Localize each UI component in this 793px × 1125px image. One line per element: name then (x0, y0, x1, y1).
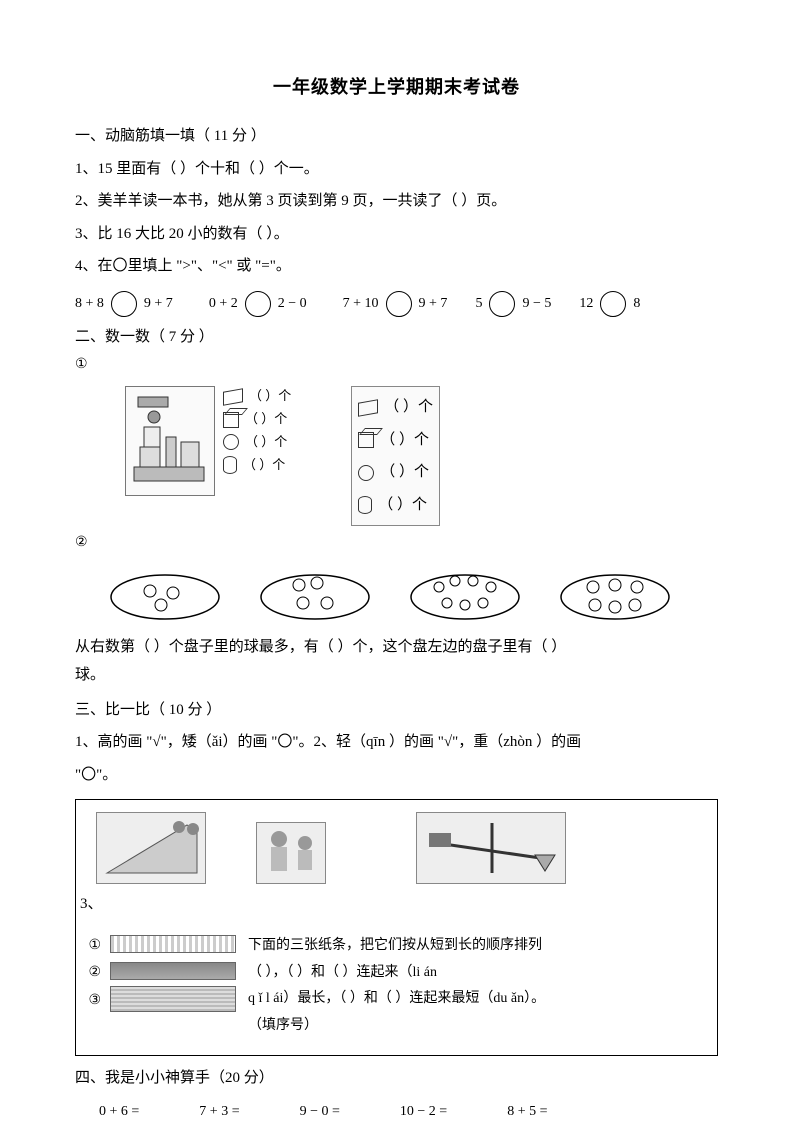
strips-text-2: （ ），（ ）和（ ）连起来（li án (248, 960, 707, 987)
section3-header: 三、比一比（ 10 分 ） (75, 696, 718, 725)
page-title: 一年级数学上学期期末考试卷 (75, 70, 718, 104)
expr-a1: 8 + 8 (75, 291, 104, 318)
count-blank[interactable]: （ ）个 (384, 393, 433, 422)
count-blank[interactable]: （ ）个 (245, 432, 287, 453)
s2-mark2: ② (75, 530, 718, 557)
s2-q2-text2: 球。 (75, 661, 718, 690)
s2-mark1: ① (75, 352, 718, 379)
blank-circle[interactable] (489, 291, 515, 317)
section4-header: 四、我是小小神算手（20 分） (75, 1064, 718, 1093)
strips-text-3: q ǐ l ái）最长，（ ）和（ ）连起来最短（du ǎn）。 (248, 986, 707, 1013)
cuboid-icon (358, 399, 378, 417)
s1-expression-row: 8 + 8 9 + 7 0 + 2 2 − 0 7 + 10 9 + 7 5 9… (75, 291, 718, 318)
plate-3 (405, 563, 525, 623)
expr-d1: 5 (475, 291, 482, 318)
expr-c1: 7 + 10 (343, 291, 379, 318)
compare-image-slide (96, 812, 206, 884)
compare-image-kids (256, 822, 326, 884)
cuboid-icon (223, 388, 243, 406)
calc-5: 8 + 5 = (507, 1099, 547, 1125)
calc-1: 0 + 6 = (99, 1099, 139, 1125)
expr-c2: 9 + 7 (419, 291, 448, 318)
cube-icon (358, 432, 374, 448)
shapes-figure-2: （ ）个 （ ）个 （ ）个 （ ）个 (351, 386, 440, 526)
strip-label-3: ③ (86, 988, 104, 1015)
sphere-icon (358, 465, 374, 481)
count-blank[interactable]: （ ）个 (380, 458, 429, 487)
s1-q2: 2、美羊羊读一本书，她从第 3 页读到第 9 页，一共读了（ ）页。 (75, 187, 718, 216)
s1-q4: 4、在〇里填上 ">"、"<" 或 "="。 (75, 252, 718, 281)
plate-4 (555, 563, 675, 623)
count-blank[interactable]: （ ）个 (245, 409, 287, 430)
s1-q3: 3、比 16 大比 20 小的数有（ ）。 (75, 220, 718, 249)
cylinder-icon (223, 456, 237, 474)
compare-box: 3、 ① ② ③ 下面的三张纸条，把它们按从短到长的顺序排列 （ ），（ ）和（… (75, 799, 718, 1056)
count-blank[interactable]: （ ）个 (249, 386, 291, 407)
count-blank[interactable]: （ ）个 (243, 455, 285, 476)
strips-text-1: 下面的三张纸条，把它们按从短到长的顺序排列 (248, 933, 707, 960)
s3-q1b: "〇"。 (75, 761, 718, 790)
calc-row: 0 + 6 = 7 + 3 = 9 − 0 = 10 − 2 = 8 + 5 = (75, 1099, 718, 1125)
shapes-illustration-row: （ ）个 （ ）个 （ ）个 （ ）个 （ ）个 （ ）个 （ ）个 （ ）个 (125, 386, 718, 526)
plate-2 (255, 563, 375, 623)
section1-header: 一、动脑筋填一填（ 11 分 ） (75, 122, 718, 151)
compare-image-balance (416, 812, 566, 884)
blank-circle[interactable] (386, 291, 412, 317)
expr-a2: 9 + 7 (144, 291, 173, 318)
calc-2: 7 + 3 = (199, 1099, 239, 1125)
blank-circle[interactable] (111, 291, 137, 317)
strips-text-4: （填序号） (248, 1013, 707, 1040)
cylinder-icon (358, 496, 372, 514)
blank-circle[interactable] (245, 291, 271, 317)
s3-q1: 1、高的画 "√"，矮（ǎi）的画 "〇"。2、轻（qīn ）的画 "√"，重（… (75, 728, 718, 757)
strips-illustration: ① ② ③ (86, 933, 236, 1016)
expr-b2: 2 − 0 (278, 291, 307, 318)
section2-header: 二、数一数（ 7 分 ） (75, 323, 718, 352)
count-blank[interactable]: （ ）个 (378, 491, 427, 520)
calc-3: 9 − 0 = (300, 1099, 340, 1125)
shapes-figure-1 (125, 386, 215, 496)
plate-1 (105, 563, 225, 623)
cube-icon (223, 412, 239, 428)
calc-4: 10 − 2 = (400, 1099, 447, 1125)
strip-label-2: ② (86, 960, 104, 987)
sphere-icon (223, 434, 239, 450)
strip-label-1: ① (86, 933, 104, 960)
strips-text: 下面的三张纸条，把它们按从短到长的顺序排列 （ ），（ ）和（ ）连起来（li … (248, 933, 707, 1039)
expr-b1: 0 + 2 (209, 291, 238, 318)
s3-mark3: 3、 (80, 896, 103, 912)
s1-q1: 1、15 里面有（ ）个十和（ ）个一。 (75, 155, 718, 184)
expr-d2: 9 − 5 (522, 291, 551, 318)
expr-e1: 12 (579, 291, 593, 318)
plates-row (105, 563, 718, 623)
blank-circle[interactable] (600, 291, 626, 317)
expr-e2: 8 (633, 291, 640, 318)
count-blank[interactable]: （ ）个 (380, 426, 429, 455)
s2-q2-text1: 从右数第（ ）个盘子里的球最多，有（ ）个，这个盘左边的盘子里有（ ） (75, 633, 718, 662)
